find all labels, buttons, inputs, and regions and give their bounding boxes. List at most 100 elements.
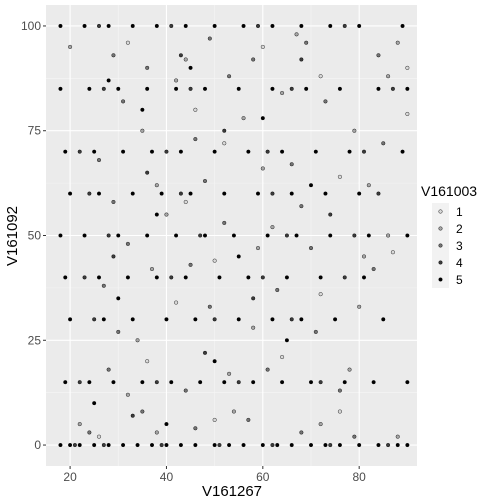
data-point-group-5 xyxy=(68,317,73,322)
data-point-group-5 xyxy=(87,380,92,385)
data-point-group-5 xyxy=(149,443,154,448)
data-point-group-4 xyxy=(386,443,391,448)
data-point-group-3 xyxy=(371,267,376,272)
data-point-group-4 xyxy=(236,380,241,385)
data-point-group-5 xyxy=(130,317,135,322)
data-point-group-3 xyxy=(289,162,294,167)
y-tick-label: 75 xyxy=(28,124,42,138)
data-point-group-2 xyxy=(154,430,159,435)
data-point-group-3 xyxy=(304,40,309,45)
data-point-group-3 xyxy=(246,417,251,422)
x-tick-label: 20 xyxy=(63,470,77,484)
data-point-group-3 xyxy=(106,367,111,372)
data-point-group-4 xyxy=(202,350,207,355)
data-point-group-2 xyxy=(174,78,179,83)
data-point-group-5 xyxy=(366,233,371,238)
data-point-group-5 xyxy=(251,380,256,385)
data-point-group-4 xyxy=(260,275,265,280)
data-point-group-2 xyxy=(183,57,188,62)
y-tick-label: 0 xyxy=(34,438,41,452)
data-point-group-5 xyxy=(178,149,183,154)
data-point-group-5 xyxy=(328,23,333,28)
data-point-group-4 xyxy=(217,443,222,448)
data-point-group-3 xyxy=(299,204,304,209)
data-point-group-1 xyxy=(318,292,323,297)
data-point-group-5 xyxy=(376,443,381,448)
data-point-group-5 xyxy=(347,149,352,154)
y-axis: 0 25 50 75 100 xyxy=(21,19,46,452)
data-point-group-5 xyxy=(309,183,314,188)
y-axis-title: V161092 xyxy=(4,206,21,266)
y-tick-label: 50 xyxy=(28,229,42,243)
legend-key-4 xyxy=(438,260,443,265)
data-point-group-2 xyxy=(231,409,236,414)
data-point-group-5 xyxy=(212,149,217,154)
data-point-group-5 xyxy=(299,317,304,322)
data-point-group-5 xyxy=(164,317,169,322)
data-point-group-4 xyxy=(77,149,82,154)
data-point-group-2 xyxy=(386,74,391,79)
data-point-group-3 xyxy=(202,179,207,184)
data-point-group-4 xyxy=(256,23,261,28)
data-point-group-3 xyxy=(101,283,106,288)
data-point-group-3 xyxy=(96,158,101,163)
data-point-group-4 xyxy=(106,233,111,238)
data-point-group-4 xyxy=(328,443,333,448)
data-point-group-4 xyxy=(289,317,294,322)
x-axis-title: V161267 xyxy=(202,483,262,500)
data-point-group-5 xyxy=(164,422,169,427)
data-point-group-3 xyxy=(111,199,116,204)
data-point-group-5 xyxy=(371,380,376,385)
data-point-group-2 xyxy=(347,367,352,372)
data-point-group-3 xyxy=(140,409,145,414)
data-point-group-2 xyxy=(241,116,246,121)
data-point-group-5 xyxy=(77,443,82,448)
data-point-group-5 xyxy=(260,116,265,121)
legend-title: V161003 xyxy=(421,183,477,199)
data-point-group-5 xyxy=(193,443,198,448)
data-point-group-5 xyxy=(309,380,314,385)
legend-key-2 xyxy=(438,226,443,231)
legend-key-1 xyxy=(438,209,443,214)
data-point-group-4 xyxy=(96,23,101,28)
data-point-group-5 xyxy=(222,191,227,196)
data-point-group-5 xyxy=(58,86,63,91)
data-point-group-5 xyxy=(145,233,150,238)
data-point-group-5 xyxy=(198,380,203,385)
data-point-group-1 xyxy=(390,250,395,255)
data-point-group-5 xyxy=(92,401,97,406)
data-point-group-5 xyxy=(270,23,275,28)
data-point-group-5 xyxy=(299,23,304,28)
data-point-group-2 xyxy=(395,40,400,45)
data-point-group-5 xyxy=(212,443,217,448)
data-point-group-5 xyxy=(284,275,289,280)
data-point-group-5 xyxy=(236,86,241,91)
data-point-group-4 xyxy=(169,275,174,280)
data-points xyxy=(58,23,410,448)
x-tick-label: 60 xyxy=(256,470,270,484)
data-point-group-5 xyxy=(217,275,222,280)
data-point-group-5 xyxy=(154,23,159,28)
data-point-group-1 xyxy=(212,417,217,422)
data-point-group-3 xyxy=(193,137,198,142)
data-point-group-5 xyxy=(231,233,236,238)
data-point-group-2 xyxy=(280,91,285,96)
data-point-group-5 xyxy=(202,233,207,238)
data-point-group-5 xyxy=(313,149,318,154)
data-point-group-1 xyxy=(405,65,410,70)
data-point-group-5 xyxy=(270,317,275,322)
data-point-group-5 xyxy=(135,443,140,448)
data-point-group-2 xyxy=(357,304,362,309)
data-point-group-5 xyxy=(323,443,328,448)
data-point-group-5 xyxy=(405,86,410,91)
data-point-group-5 xyxy=(169,380,174,385)
data-point-group-5 xyxy=(164,443,169,448)
data-point-group-3 xyxy=(188,262,193,267)
data-point-group-4 xyxy=(82,275,87,280)
data-point-group-3 xyxy=(227,74,232,79)
data-point-group-3 xyxy=(323,99,328,104)
data-point-group-4 xyxy=(164,149,169,154)
data-point-group-5 xyxy=(342,380,347,385)
data-point-group-2 xyxy=(135,338,140,343)
data-point-group-5 xyxy=(92,149,97,154)
